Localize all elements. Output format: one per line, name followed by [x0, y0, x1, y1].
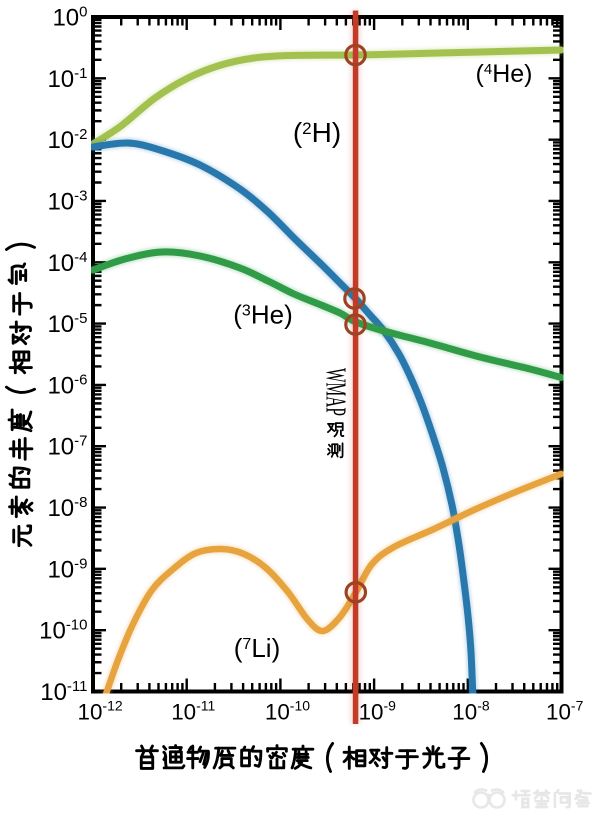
svg-text:WMAP: WMAP [320, 368, 351, 416]
svg-text:10-3: 10-3 [47, 188, 87, 216]
svg-text:10-12: 10-12 [78, 698, 123, 725]
svg-text:10-7: 10-7 [47, 433, 87, 461]
svg-text:(3He): (3He) [233, 300, 293, 330]
svg-text:(7Li): (7Li) [234, 633, 281, 663]
svg-text:(2H): (2H) [293, 117, 341, 148]
svg-text:10-8: 10-8 [47, 494, 87, 522]
